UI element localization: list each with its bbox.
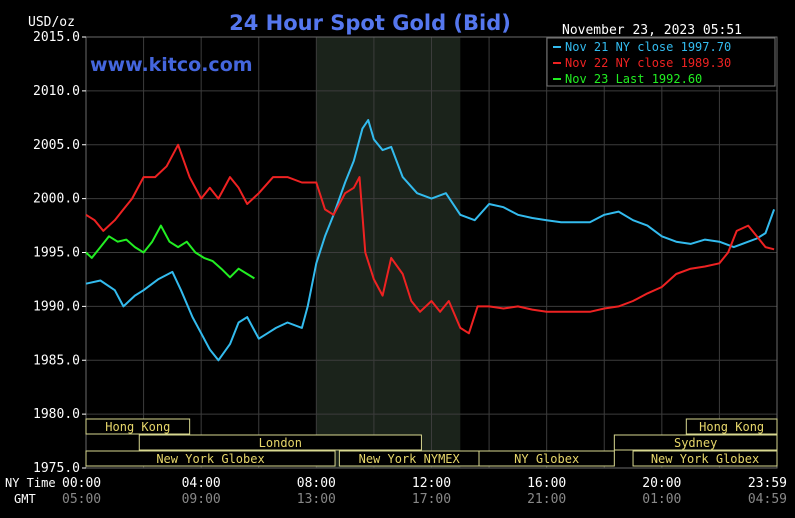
- session-bar: [138, 434, 422, 451]
- legend-entry: Nov 23 Last 1992.60: [565, 72, 702, 86]
- x-tick-label-ny: 20:00: [642, 476, 681, 491]
- y-tick-label: 1985.0: [33, 353, 80, 368]
- x-tick-label-ny: 04:00: [182, 476, 221, 491]
- x-tick-label-ny: 23:59: [748, 476, 787, 491]
- legend-box: [546, 37, 776, 87]
- session-label: Sydney: [674, 436, 717, 450]
- chart-title: 24 Hour Spot Gold (Bid): [229, 11, 511, 35]
- series-line: [85, 143, 775, 335]
- session-label: New York Globex: [651, 452, 759, 466]
- x-tick-label-gmt: 13:00: [297, 492, 336, 507]
- x-tick-label-ny: 16:00: [527, 476, 566, 491]
- session-label: NY Globex: [514, 452, 579, 466]
- session-label: Hong Kong: [105, 420, 170, 434]
- y-tick-label: 2000.0: [33, 192, 80, 207]
- x-tick-label-ny: 08:00: [297, 476, 336, 491]
- x-tick-label-gmt: 21:00: [527, 492, 566, 507]
- series-line: [85, 224, 255, 280]
- series-line: [85, 119, 776, 362]
- session-label: New York NYMEX: [359, 452, 461, 466]
- x-tick-label-ny: 12:00: [412, 476, 451, 491]
- x-tick-label-gmt: 17:00: [412, 492, 451, 507]
- legend-entry: Nov 22 NY close 1989.30: [565, 56, 731, 70]
- session-label: Hong Kong: [699, 420, 764, 434]
- gmt-label: GMT: [14, 492, 36, 506]
- x-tick-label-gmt: 01:00: [642, 492, 681, 507]
- y-tick-label: 2005.0: [33, 138, 80, 153]
- y-tick-label: 2015.0: [33, 30, 80, 45]
- watermark-url: www.kitco.com: [90, 54, 253, 76]
- x-tick-label-gmt: 09:00: [182, 492, 221, 507]
- timestamp: November 23, 2023 05:51: [562, 23, 742, 38]
- y-tick-label: 2010.0: [33, 84, 80, 99]
- y-tick-label: 1995.0: [33, 246, 80, 261]
- y-tick-label: 1990.0: [33, 299, 80, 314]
- session-bar: [85, 418, 191, 435]
- session-label: London: [259, 436, 302, 450]
- price-series: [85, 119, 776, 362]
- legend-entry: Nov 21 NY close 1997.70: [565, 40, 731, 54]
- session-label: New York Globex: [156, 452, 264, 466]
- x-tick-label-gmt: 04:59: [748, 492, 787, 507]
- session-bar: [85, 450, 336, 467]
- session-bar: [613, 434, 778, 451]
- y-tick-label: 1975.0: [33, 461, 80, 476]
- y-axis-label: USD/oz: [28, 15, 75, 30]
- y-tick-label: 1980.0: [33, 407, 80, 422]
- y-axis-ticks: 2015.0 2010.0 2005.0 2000.0 1995.0 1990.0 1985…: [33, 30, 86, 476]
- session-bar: [632, 450, 778, 467]
- x-tick-label-gmt: 05:00: [62, 492, 101, 507]
- legend: Nov 21 NY close 1997.70 Nov 22 NY close 1…: [546, 37, 776, 87]
- ny-time-label: NY Time: [5, 476, 56, 490]
- market-sessions: Hong Kong London New York Globex New York N…: [85, 418, 778, 467]
- x-tick-label-ny: 00:00: [62, 476, 101, 491]
- session-bar: [685, 418, 778, 435]
- session-bar: [478, 450, 615, 467]
